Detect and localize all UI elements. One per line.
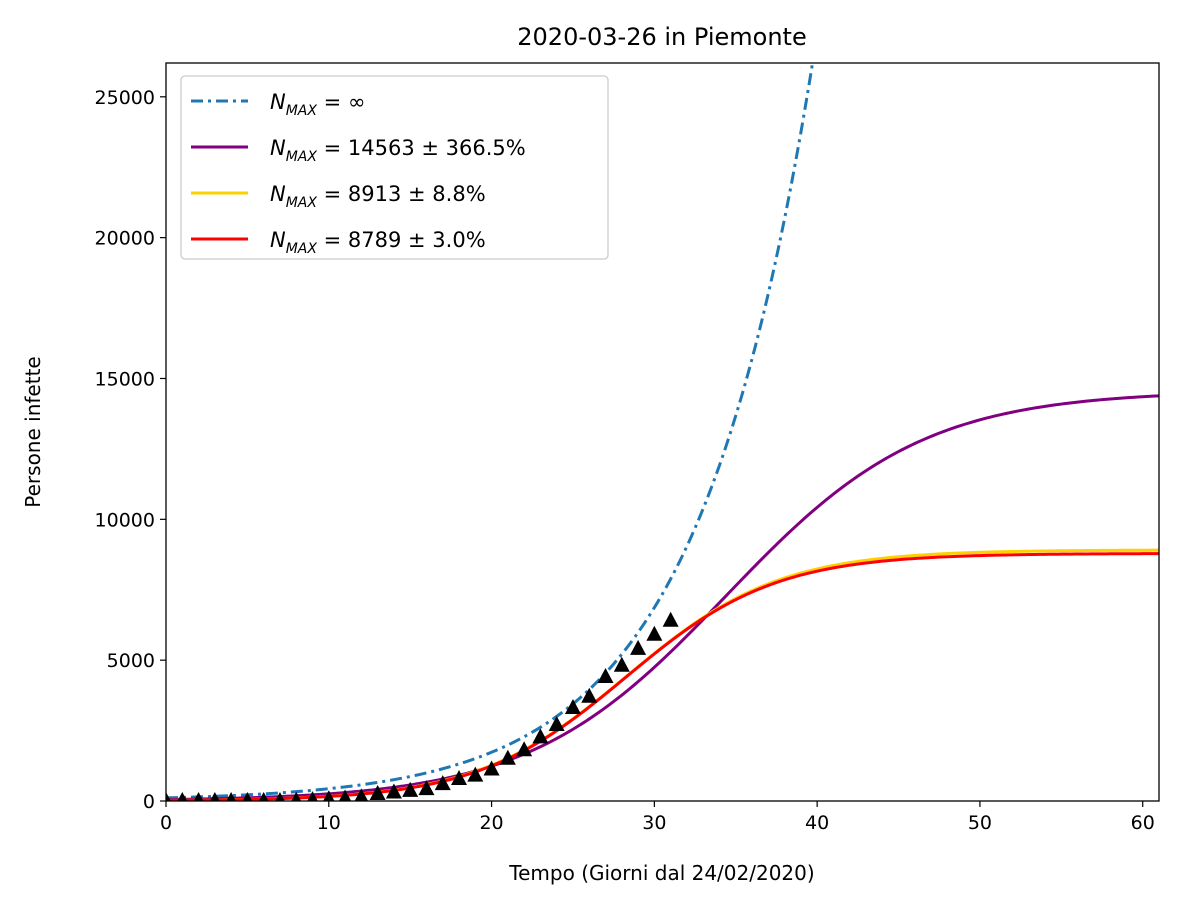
legend-symbol: N (270, 182, 286, 206)
legend-value: = 14563 ± 366.5% (317, 136, 526, 160)
legend-subscript: MAX (286, 195, 318, 211)
legend-symbol: N (270, 136, 286, 160)
observed-point (166, 792, 171, 801)
observed-point (630, 639, 647, 655)
observed-point (402, 781, 419, 797)
series-line-3 (166, 548, 1159, 801)
x-tick-label: 40 (805, 812, 829, 834)
legend-value: = 8789 ± 3.0% (317, 228, 486, 252)
y-tick-label: 0 (143, 791, 155, 813)
observed-point (385, 783, 402, 799)
observed-point (307, 791, 318, 801)
y-tick-label: 10000 (95, 509, 155, 531)
observed-point (226, 792, 236, 801)
x-axis: 0 10 20 30 40 50 60 (160, 801, 1155, 834)
x-tick-label: 0 (160, 812, 172, 834)
observed-point (581, 687, 598, 703)
series-line-4 (166, 552, 1159, 801)
x-tick-label: 20 (479, 812, 503, 834)
observed-point (242, 792, 253, 801)
legend-label-1: NMAX = ∞ (270, 90, 365, 119)
observed-point (646, 625, 663, 641)
legend-value: = ∞ (317, 90, 365, 114)
y-tick-label: 5000 (107, 650, 155, 672)
observed-point (418, 780, 435, 796)
observed-markers (166, 611, 679, 801)
plot-frame (165, 62, 1160, 802)
y-tick-label: 15000 (95, 368, 155, 390)
observed-point (564, 699, 581, 715)
y-tick-label: 20000 (95, 228, 155, 250)
observed-point (369, 784, 386, 800)
x-tick-label: 30 (642, 812, 666, 834)
observed-point (338, 789, 352, 801)
x-axis-label: Tempo (Giorni dal 24/02/2020) (508, 861, 814, 885)
observed-point (323, 790, 335, 801)
observed-point (258, 792, 269, 801)
y-axis: 0 5000 10000 15000 20000 25000 (95, 87, 166, 813)
legend-symbol: N (270, 228, 286, 252)
legend-subscript: MAX (286, 241, 318, 257)
legend-box (180, 75, 609, 260)
observed-point (434, 775, 451, 791)
legend-label-2: NMAX = 14563 ± 366.5% (270, 136, 526, 165)
observed-point (613, 656, 630, 672)
observed-point (548, 715, 565, 731)
series-line-2 (166, 394, 1159, 801)
observed-point (177, 792, 188, 801)
observed-point (193, 792, 204, 801)
observed-point (532, 728, 549, 744)
observed-point (291, 791, 302, 801)
y-tick-label: 25000 (95, 87, 155, 109)
x-tick-label: 50 (968, 812, 992, 834)
x-tick-label: 60 (1131, 812, 1155, 834)
observed-point (451, 770, 468, 786)
observed-point (597, 668, 614, 684)
x-tick-label: 10 (317, 812, 341, 834)
legend-label-4: NMAX = 8789 ± 3.0% (270, 228, 486, 257)
legend-value: = 8913 ± 8.8% (317, 182, 486, 206)
legend-subscript: MAX (286, 103, 318, 119)
observed-point (354, 788, 369, 801)
legend-label-3: NMAX = 8913 ± 8.8% (270, 182, 486, 211)
observed-point (516, 741, 533, 757)
observed-point (483, 760, 500, 776)
observed-point (467, 766, 484, 782)
chart-title: 2020-03-26 in Piemonte (517, 23, 806, 51)
series-line-1 (166, 63, 815, 800)
observed-point (499, 749, 516, 765)
observed-point (210, 792, 220, 801)
legend: NMAX = ∞NMAX = 14563 ± 366.5%NMAX = 8913… (180, 75, 609, 260)
legend-symbol: N (270, 90, 286, 114)
observed-point (662, 611, 679, 627)
legend-subscript: MAX (286, 149, 318, 165)
observed-point (275, 792, 285, 801)
y-axis-label: Persone infette (21, 356, 45, 507)
